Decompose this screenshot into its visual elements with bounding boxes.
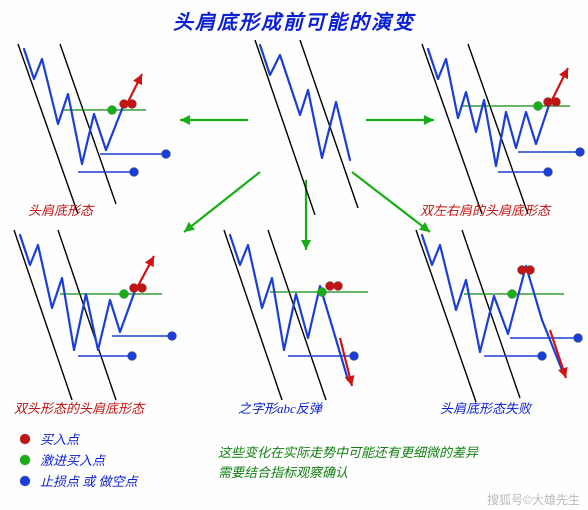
chart-double_shoulder — [420, 44, 588, 184]
chart-label-hs_bottom: 头肩底形态 — [28, 200, 93, 219]
chart-label-zigzag_abc: 之字形abc反弹 — [238, 398, 322, 417]
legend-dot — [20, 476, 30, 486]
chart-label-double_shoulder: 双左右肩的头肩底形态 — [420, 200, 550, 219]
legend: 买入点激进买入点止损点 或 做空点 — [20, 427, 138, 492]
legend-label: 激进买入点 — [40, 450, 105, 469]
legend-label: 止损点 或 做空点 — [40, 471, 138, 490]
footnote-line: 这些变化在实际走势中可能还有更细微的差异 — [218, 443, 558, 463]
footnote-line: 需要结合指标观察确认 — [218, 463, 558, 483]
legend-label: 买入点 — [40, 429, 79, 448]
chart-label-hs_fail: 头肩底形态失败 — [440, 398, 531, 417]
legend-item: 激进买入点 — [20, 450, 138, 469]
chart-hs_bottom — [16, 44, 186, 184]
legend-dot — [20, 455, 30, 465]
chart-zigzag_abc — [222, 230, 392, 380]
chart-label-double_head: 双头形态的头肩底形态 — [14, 398, 144, 417]
chart-double_head — [12, 230, 192, 380]
chart-hs_fail — [414, 230, 588, 380]
legend-dot — [20, 434, 30, 444]
watermark: 搜狐号©大雄先生 — [487, 491, 580, 508]
footnote: 这些变化在实际走势中可能还有更细微的差异需要结合指标观察确认 — [218, 443, 558, 482]
legend-item: 止损点 或 做空点 — [20, 471, 138, 490]
legend-item: 买入点 — [20, 429, 138, 448]
